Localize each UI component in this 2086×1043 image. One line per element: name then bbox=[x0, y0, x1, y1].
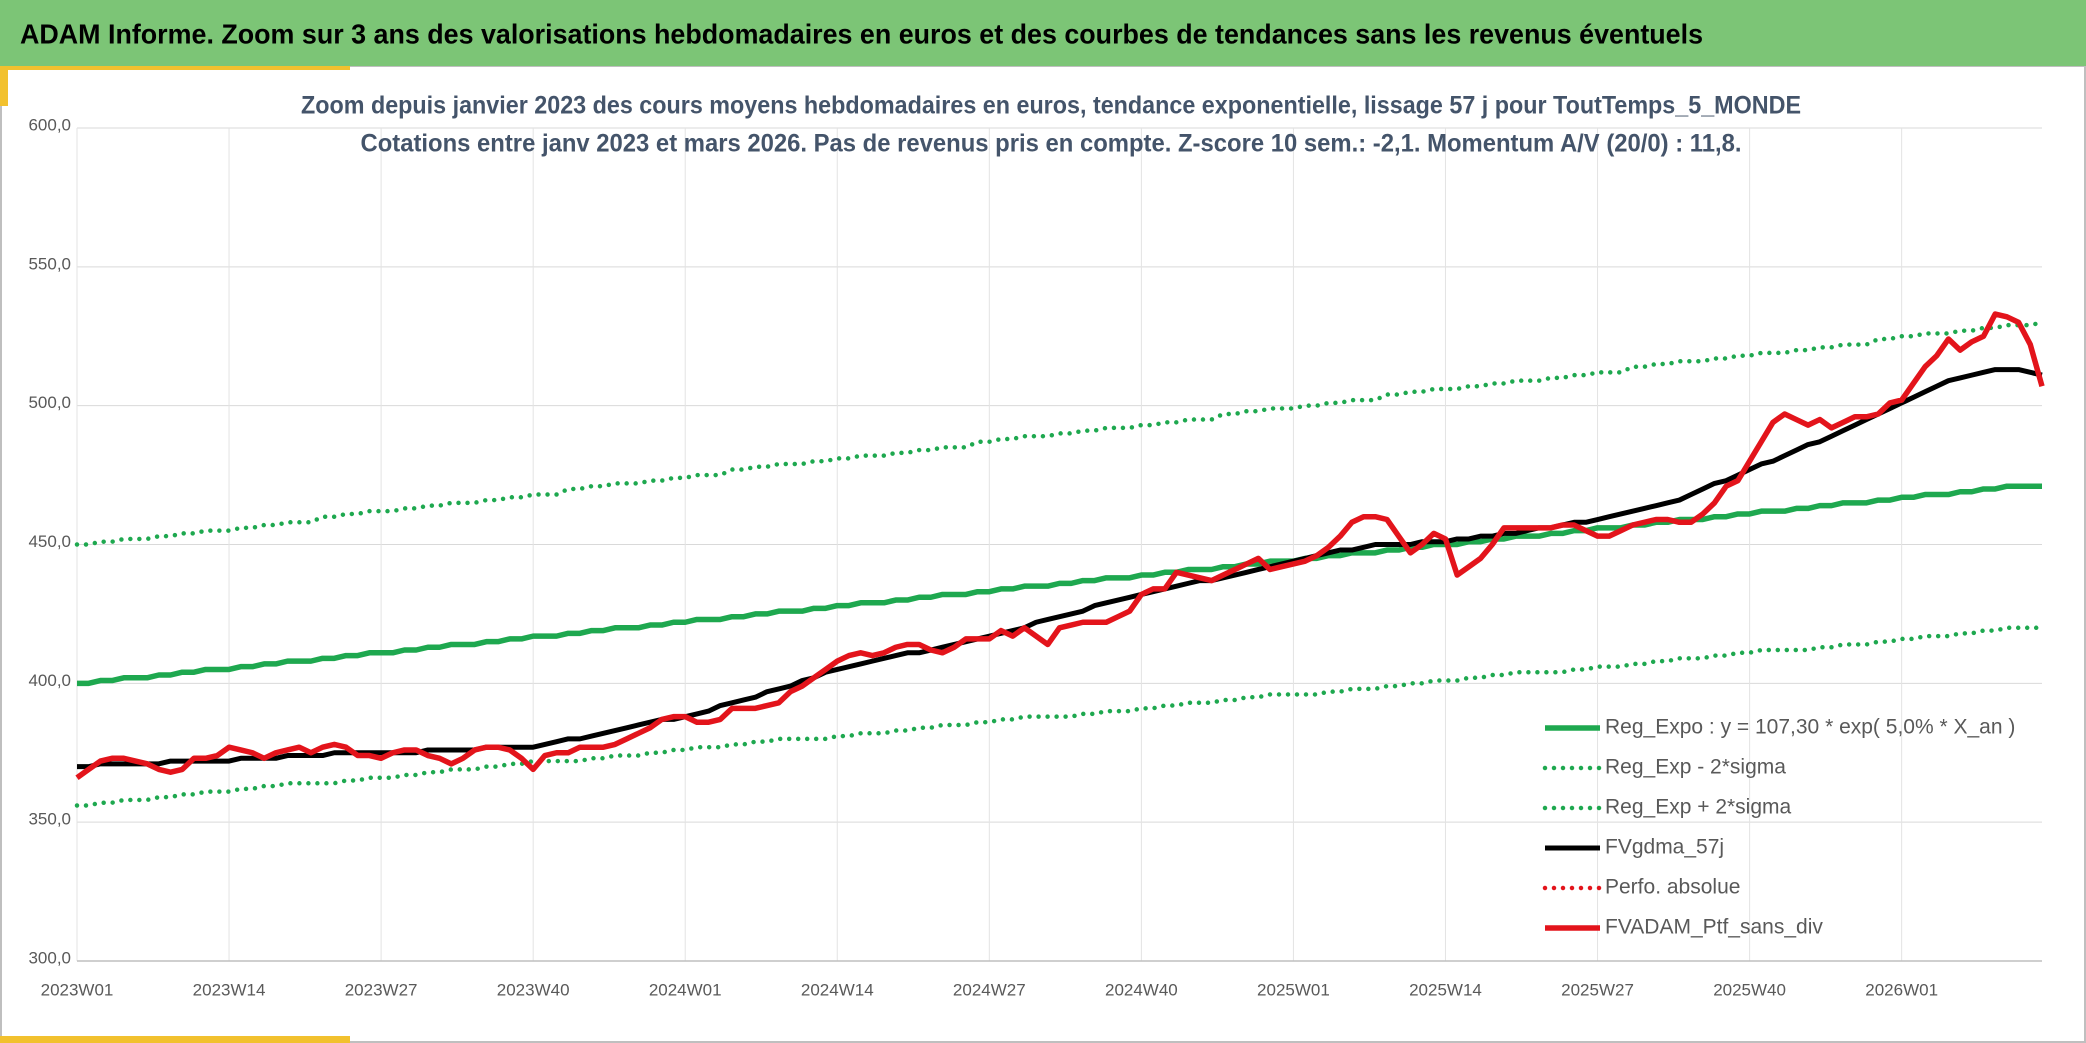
x-tick-label: 2025W27 bbox=[1561, 980, 1634, 999]
legend-label: Reg_Exp + 2*sigma bbox=[1605, 796, 1792, 819]
x-tick-label: 2023W40 bbox=[497, 980, 570, 999]
accent bbox=[0, 66, 350, 70]
series-line bbox=[75, 311, 2045, 780]
legend-label: FVgdma_57j bbox=[1605, 836, 1724, 859]
x-tick-label: 2023W01 bbox=[41, 980, 114, 999]
x-tick-label: 2023W27 bbox=[345, 980, 418, 999]
series-line bbox=[77, 483, 2042, 687]
x-tick-label: 2025W14 bbox=[1409, 980, 1482, 999]
header-bar bbox=[0, 0, 2086, 66]
series-line bbox=[74, 625, 2045, 808]
y-tick-label: 600,0 bbox=[28, 115, 71, 134]
chart: 300,0 350,0 400,0 450,0 500,0 550,0 600,0 2023W… bbox=[28, 92, 2045, 999]
y-tick-label: 550,0 bbox=[28, 254, 71, 273]
x-tick-label: 2024W14 bbox=[801, 980, 874, 999]
legend-label: Perfo. absolue bbox=[1605, 876, 1740, 899]
x-tick-label: 2026W01 bbox=[1865, 980, 1938, 999]
x-tick-label: 2024W27 bbox=[953, 980, 1026, 999]
x-tick-label: 2024W40 bbox=[1105, 980, 1178, 999]
x-tick-label: 2025W01 bbox=[1257, 980, 1330, 999]
legend-label: Reg_Expo : y = 107,30 * exp( 5,0% * X_an… bbox=[1605, 716, 2015, 739]
y-tick-label: 350,0 bbox=[28, 810, 71, 829]
y-tick-label: 500,0 bbox=[28, 393, 71, 412]
legend-label: Reg_Exp - 2*sigma bbox=[1605, 756, 1786, 779]
y-tick-label: 450,0 bbox=[28, 532, 71, 551]
x-tick-label: 2025W40 bbox=[1713, 980, 1786, 999]
chart-subtitle: Cotations entre janv 2023 et mars 2026. … bbox=[361, 130, 1742, 158]
series-line bbox=[74, 320, 2045, 547]
header-title: ADAM Informe. Zoom sur 3 ans des valoris… bbox=[20, 18, 1703, 49]
y-tick-label: 400,0 bbox=[28, 671, 71, 690]
accent bbox=[0, 66, 8, 106]
y-tick-label: 300,0 bbox=[28, 948, 71, 967]
chart-title: Zoom depuis janvier 2023 des cours moyen… bbox=[301, 92, 1801, 120]
x-tick-label: 2023W14 bbox=[193, 980, 266, 999]
accent bbox=[0, 1036, 350, 1043]
x-tick-label: 2024W01 bbox=[649, 980, 722, 999]
legend-label: FVADAM_Ptf_sans_div bbox=[1605, 916, 1823, 939]
